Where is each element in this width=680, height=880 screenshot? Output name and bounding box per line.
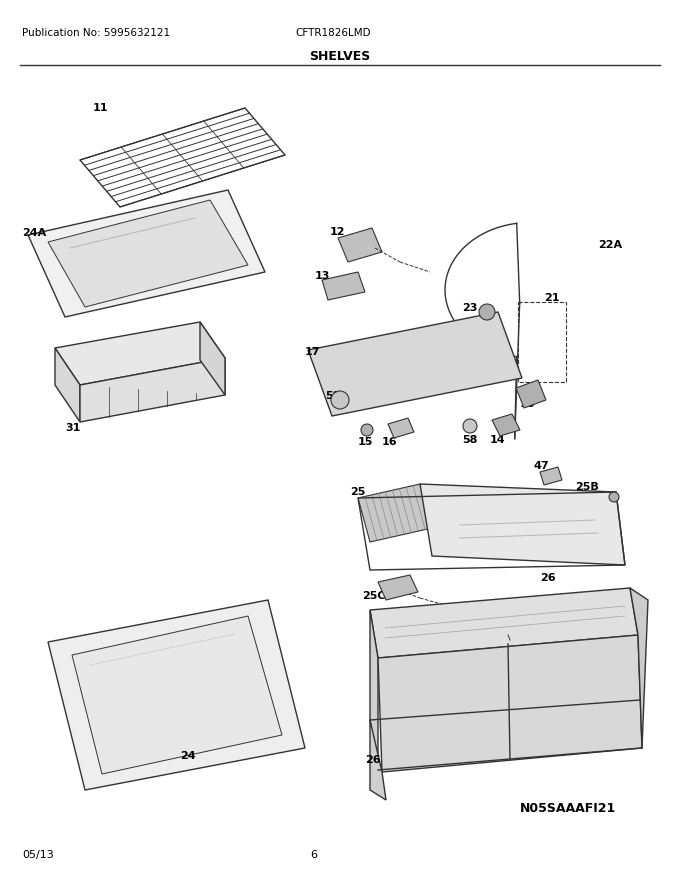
- Polygon shape: [48, 200, 248, 307]
- Polygon shape: [370, 588, 638, 658]
- Text: 21: 21: [544, 293, 560, 303]
- Polygon shape: [540, 467, 562, 485]
- Text: 22A: 22A: [598, 240, 622, 250]
- Polygon shape: [48, 600, 305, 790]
- Text: 05/13: 05/13: [22, 850, 54, 860]
- Text: 25: 25: [350, 487, 365, 497]
- Polygon shape: [630, 588, 648, 748]
- Polygon shape: [200, 322, 225, 395]
- Text: N05SAAAFI21: N05SAAAFI21: [520, 802, 616, 815]
- Text: 18: 18: [520, 399, 536, 409]
- Polygon shape: [80, 358, 225, 422]
- Text: 58: 58: [325, 391, 341, 401]
- Text: 58: 58: [462, 435, 477, 445]
- Polygon shape: [370, 610, 378, 770]
- Circle shape: [361, 424, 373, 436]
- Text: 25C: 25C: [362, 591, 386, 601]
- Polygon shape: [378, 635, 642, 772]
- Text: 13: 13: [315, 271, 330, 281]
- Polygon shape: [72, 616, 282, 774]
- Text: 25B: 25B: [575, 482, 599, 492]
- Polygon shape: [378, 575, 418, 600]
- Polygon shape: [28, 190, 265, 317]
- Polygon shape: [338, 228, 382, 262]
- Polygon shape: [388, 418, 414, 438]
- Polygon shape: [322, 272, 365, 300]
- Text: 23: 23: [462, 303, 477, 313]
- Text: SHELVES: SHELVES: [309, 50, 371, 63]
- Circle shape: [609, 492, 619, 502]
- Polygon shape: [492, 414, 520, 436]
- Polygon shape: [55, 348, 80, 422]
- Text: CFTR1826LMD: CFTR1826LMD: [295, 28, 371, 38]
- Polygon shape: [420, 484, 625, 565]
- Polygon shape: [55, 322, 225, 385]
- Polygon shape: [308, 312, 522, 416]
- Text: 47: 47: [533, 461, 549, 471]
- Circle shape: [479, 304, 495, 320]
- Circle shape: [331, 391, 349, 409]
- Text: 26: 26: [365, 755, 381, 765]
- Text: 16: 16: [382, 437, 398, 447]
- Text: 15: 15: [358, 437, 373, 447]
- Text: 31: 31: [65, 423, 80, 433]
- Circle shape: [463, 419, 477, 433]
- Text: 24: 24: [180, 751, 196, 761]
- Polygon shape: [370, 720, 386, 800]
- Text: 14: 14: [490, 435, 506, 445]
- Text: 6: 6: [310, 850, 317, 860]
- Text: 17: 17: [305, 347, 320, 357]
- Polygon shape: [516, 380, 546, 408]
- Text: 12: 12: [330, 227, 345, 237]
- Polygon shape: [358, 484, 432, 542]
- Text: Publication No: 5995632121: Publication No: 5995632121: [22, 28, 170, 38]
- Text: 26: 26: [540, 573, 556, 583]
- Text: 24A: 24A: [22, 228, 46, 238]
- Text: 11: 11: [93, 103, 109, 113]
